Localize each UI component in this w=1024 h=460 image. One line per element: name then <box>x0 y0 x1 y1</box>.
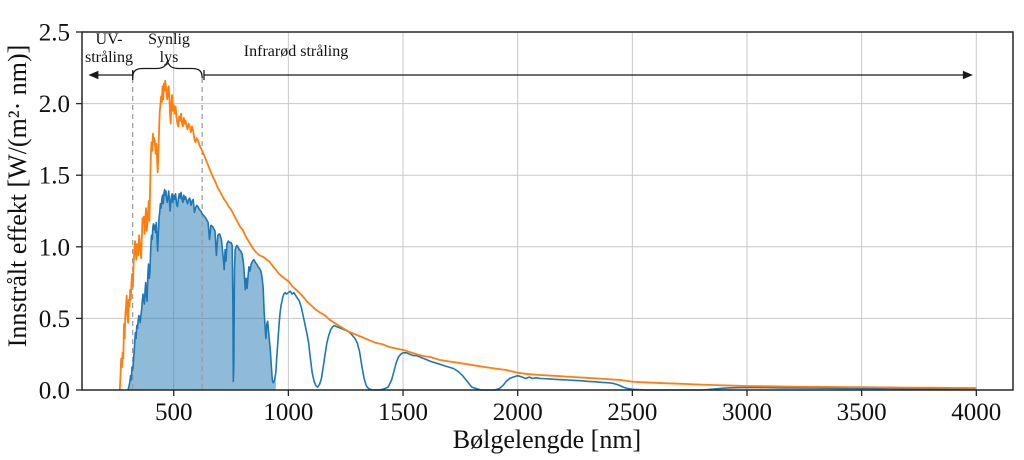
x-tick-label: 3500 <box>837 399 887 426</box>
uv-label-line2: stråling <box>85 49 133 66</box>
infrared-label: Infrarød stråling <box>244 43 348 60</box>
y-tick-label: 1.0 <box>39 234 70 261</box>
plot-frame <box>81 31 1014 391</box>
ground-spectrum-curve <box>127 188 977 391</box>
y-tick-label: 0.5 <box>39 306 70 333</box>
x-axis-label: Bølgelengde [nm] <box>453 425 641 454</box>
uv-arrowhead-left-icon <box>88 70 99 80</box>
visible-light-label-line1: Synlig <box>148 31 190 48</box>
visible-light-label-line2: lys <box>160 49 179 66</box>
infrared-arrowhead-right-icon <box>962 70 973 80</box>
y-tick-label: 2.0 <box>39 91 70 118</box>
uv-label-line1: UV- <box>96 31 123 48</box>
y-axis-label: Innstrålt effekt [W/(m²· nm)] <box>3 45 32 348</box>
region-annotations: UV- stråling Synlig lys Infrarød strålin… <box>85 31 973 80</box>
tick-labels: 500 1000 1500 2000 2500 3000 3500 4000 0.0 0.5 1.0… <box>39 20 1002 427</box>
x-tick-label: 4000 <box>951 399 1001 426</box>
orange-spectrum-line <box>118 79 977 391</box>
y-tick-label: 1.5 <box>39 163 70 190</box>
y-tick-label: 0.0 <box>39 378 70 405</box>
region-arrows <box>88 59 973 80</box>
visible-light-brace-icon <box>132 59 203 79</box>
y-tick-label: 2.5 <box>39 20 70 47</box>
axes <box>76 31 1014 396</box>
x-tick-label: 2000 <box>493 399 543 426</box>
x-tick-label: 2500 <box>607 399 657 426</box>
x-tick-label: 500 <box>155 399 193 426</box>
visible-band-dashed-lines <box>132 78 203 390</box>
blue-spectrum-line <box>127 188 977 391</box>
x-tick-label: 3000 <box>722 399 772 426</box>
x-tick-label: 1000 <box>263 399 313 426</box>
extraterrestrial-spectrum-curve <box>118 79 977 391</box>
x-tick-label: 1500 <box>378 399 428 426</box>
